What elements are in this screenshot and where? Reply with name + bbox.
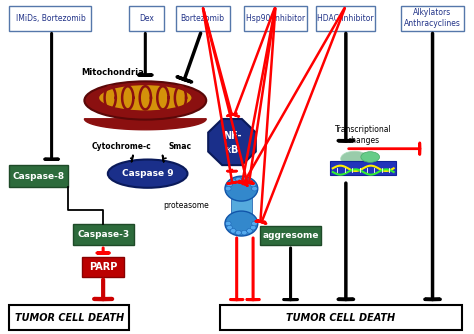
Text: proteasome: proteasome [163,201,209,210]
Ellipse shape [230,179,236,184]
Ellipse shape [226,186,231,191]
Ellipse shape [236,230,241,235]
FancyBboxPatch shape [330,161,396,175]
Text: TUMOR CELL DEATH: TUMOR CELL DEATH [15,313,124,323]
Text: Caspase-8: Caspase-8 [13,172,65,181]
Ellipse shape [241,177,247,182]
Text: $\kappa$B: $\kappa$B [225,143,239,155]
FancyBboxPatch shape [231,184,252,217]
FancyBboxPatch shape [9,305,129,330]
Text: Alkylators
Anthracyclines: Alkylators Anthracyclines [404,8,461,28]
Ellipse shape [227,182,232,187]
Ellipse shape [99,85,192,111]
Text: Cytochrome-c: Cytochrome-c [92,142,152,151]
Text: Caspase-3: Caspase-3 [77,230,129,239]
Ellipse shape [241,230,247,235]
Ellipse shape [247,179,252,184]
Text: Mitochondria: Mitochondria [81,68,144,77]
Polygon shape [84,119,206,130]
Text: Hsp90 inhibitor: Hsp90 inhibitor [246,14,305,23]
Text: IMiDs, Bortezomib: IMiDs, Bortezomib [16,14,85,23]
Text: Bortezomib: Bortezomib [181,14,225,23]
Ellipse shape [250,182,256,187]
Ellipse shape [247,228,252,233]
Ellipse shape [227,225,232,230]
Ellipse shape [252,221,257,226]
Ellipse shape [108,160,188,188]
Text: NF-: NF- [223,131,241,141]
Text: HDAC inhibitor: HDAC inhibitor [317,14,374,23]
Ellipse shape [226,221,231,226]
Ellipse shape [341,151,369,166]
FancyBboxPatch shape [401,6,464,31]
Text: Transcriptional
changes: Transcriptional changes [335,125,392,145]
Ellipse shape [225,211,258,236]
Ellipse shape [252,186,257,191]
FancyBboxPatch shape [260,226,321,245]
FancyBboxPatch shape [316,6,375,31]
Ellipse shape [84,81,206,120]
FancyBboxPatch shape [73,223,134,245]
Ellipse shape [236,177,241,182]
Ellipse shape [225,176,258,201]
Ellipse shape [250,225,256,230]
FancyBboxPatch shape [9,165,68,187]
FancyBboxPatch shape [129,6,164,31]
FancyBboxPatch shape [176,6,230,31]
Text: aggresome: aggresome [262,231,319,240]
FancyBboxPatch shape [82,258,124,277]
Ellipse shape [361,152,380,162]
Text: Smac: Smac [169,142,192,151]
Polygon shape [208,119,256,165]
Text: TUMOR CELL DEATH: TUMOR CELL DEATH [286,313,395,323]
FancyBboxPatch shape [220,305,462,330]
Text: Dex: Dex [139,14,154,23]
FancyBboxPatch shape [9,6,91,31]
FancyBboxPatch shape [244,6,307,31]
Ellipse shape [230,228,236,233]
Text: PARP: PARP [89,262,118,272]
Text: Caspase 9: Caspase 9 [122,169,173,178]
